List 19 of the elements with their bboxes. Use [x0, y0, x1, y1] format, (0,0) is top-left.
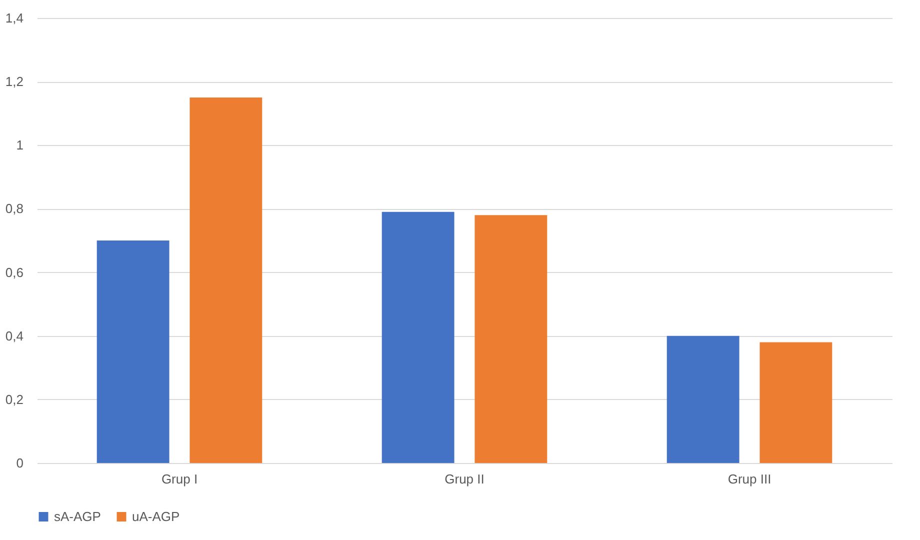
y-tick-label: 0,6: [5, 264, 24, 280]
bar: [382, 212, 454, 463]
x-tick-label: Grup I: [161, 472, 198, 486]
bar: [760, 342, 832, 463]
y-tick-label: 1,2: [5, 74, 24, 90]
y-tick-label: 1,4: [5, 10, 24, 26]
y-tick-label: 1: [16, 138, 24, 153]
legend-label: sA-AGP: [54, 508, 101, 524]
y-tick-label: 0,2: [5, 392, 24, 407]
bar: [666, 336, 740, 463]
bar: [96, 240, 170, 463]
x-tick-label: Grup III: [728, 472, 772, 486]
y-tick-label: 0,8: [5, 201, 24, 216]
x-tick-label: Grup II: [444, 472, 484, 486]
bar: [190, 97, 262, 463]
y-tick-label: 0: [16, 456, 24, 470]
legend-label: uA-AGP: [132, 508, 180, 524]
y-tick-label: 0,4: [5, 328, 24, 344]
bar: [474, 215, 548, 463]
